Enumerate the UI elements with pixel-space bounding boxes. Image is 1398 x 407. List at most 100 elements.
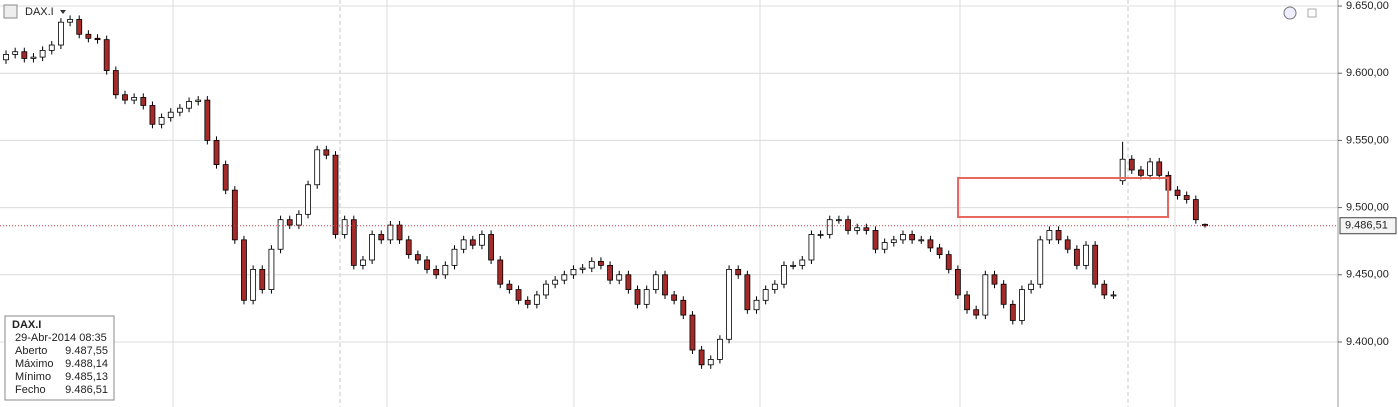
candle-body — [689, 314, 696, 351]
candle-body — [204, 99, 211, 141]
info-value: 9.486,51 — [65, 384, 108, 396]
candle-body — [570, 269, 577, 276]
candle-body — [588, 260, 595, 269]
candle-body — [186, 101, 192, 109]
candle-body — [76, 19, 83, 35]
candle-body — [625, 274, 632, 290]
candle-body — [835, 219, 842, 222]
candle-body — [268, 248, 275, 290]
candle-body — [177, 107, 183, 113]
candle-body — [671, 294, 678, 301]
info-value: 9.487,55 — [65, 345, 108, 357]
candle-body — [964, 294, 970, 311]
candle-body — [332, 154, 339, 235]
candle-body — [1055, 230, 1062, 241]
info-box: DAX.I 29-Abr-2014 08:35 Aberto 9.487,55 Má… — [4, 315, 115, 401]
candle-body — [698, 349, 705, 366]
candle-body — [149, 105, 156, 125]
candle-body — [1037, 239, 1044, 285]
candle-body — [1000, 283, 1007, 305]
info-value: 9.485,13 — [65, 371, 108, 383]
dropdown-arrow[interactable] — [60, 10, 66, 14]
candle-body — [991, 274, 998, 285]
candle-body — [753, 299, 760, 311]
candle-body — [643, 289, 650, 305]
candle-body — [451, 248, 458, 266]
candle-body — [213, 140, 220, 166]
candle-body — [103, 39, 110, 71]
candle-body — [497, 259, 504, 285]
candle-body — [1138, 169, 1144, 176]
candle-body — [488, 234, 494, 261]
candle-body — [1073, 248, 1080, 266]
candle-body — [543, 283, 549, 296]
candle-body — [1046, 230, 1053, 241]
info-date: 29-Abr-2014 08:35 — [15, 332, 107, 344]
candle-body — [936, 247, 943, 256]
candle-body — [552, 279, 559, 285]
candle-body — [3, 54, 9, 61]
candle-body — [479, 234, 485, 246]
candle-body — [872, 230, 879, 250]
candle-body — [140, 97, 147, 106]
candle-body — [771, 283, 778, 290]
candle-body — [1202, 223, 1208, 227]
candle-body — [85, 33, 92, 39]
candle-body — [21, 51, 28, 59]
info-label: Máximo — [15, 358, 54, 370]
h-grid — [0, 5, 1338, 343]
last-price-box — [1339, 217, 1397, 235]
candle-body — [945, 254, 952, 270]
candle-body — [241, 239, 247, 301]
candle-body — [1019, 289, 1025, 321]
candle-body — [369, 234, 376, 261]
candle-body — [826, 219, 833, 235]
candle-body — [515, 289, 522, 301]
candle-body — [58, 21, 64, 46]
candle-body — [1156, 161, 1163, 176]
candle-body — [781, 264, 787, 285]
candle-body — [305, 184, 311, 215]
candle-body — [231, 189, 238, 241]
y-tick-label: 9.400,00 — [1346, 336, 1389, 348]
last-price-label: 9.486,51 — [1345, 220, 1388, 232]
candle-body — [122, 94, 128, 101]
candle-body — [469, 239, 476, 246]
candle-body — [222, 164, 229, 191]
clock-icon[interactable] — [1283, 6, 1297, 20]
candle-body — [973, 309, 980, 316]
candle-body — [295, 213, 302, 226]
candle-body — [350, 219, 357, 266]
candle-body — [662, 274, 668, 296]
candle-body — [863, 227, 870, 231]
candle-body — [845, 219, 851, 231]
symbol-icon[interactable] — [3, 4, 18, 19]
candle-body — [1009, 303, 1016, 321]
candle-body — [717, 338, 723, 360]
y-tick-label: 9.650,00 — [1346, 0, 1389, 12]
candle-body — [799, 259, 806, 266]
candle-body — [405, 239, 412, 256]
candle-body — [726, 269, 732, 340]
candle-body — [854, 227, 861, 231]
info-title: DAX.I — [12, 319, 41, 331]
candle-body — [48, 44, 55, 51]
info-label: Mínimo — [15, 371, 51, 383]
symbol-title[interactable]: DAX.I — [25, 6, 54, 18]
candles — [3, 15, 1208, 369]
annotation-box — [957, 177, 1169, 218]
candle-body — [598, 260, 604, 266]
candle-body — [881, 242, 888, 250]
candle-body — [890, 239, 897, 243]
candle-body — [808, 234, 815, 261]
candle-body — [195, 99, 202, 102]
window-icon[interactable] — [1307, 8, 1317, 18]
v-grid — [172, 0, 1176, 407]
candle-body — [360, 259, 366, 266]
candle-body — [1192, 199, 1199, 221]
y-axis: 9.400,00 9.450,00 9.500,00 9.550,00 9.600,00… — [0, 0, 1397, 348]
candle-body — [607, 264, 613, 281]
info-label: Fecho — [15, 384, 46, 396]
candle-body — [1110, 294, 1117, 297]
